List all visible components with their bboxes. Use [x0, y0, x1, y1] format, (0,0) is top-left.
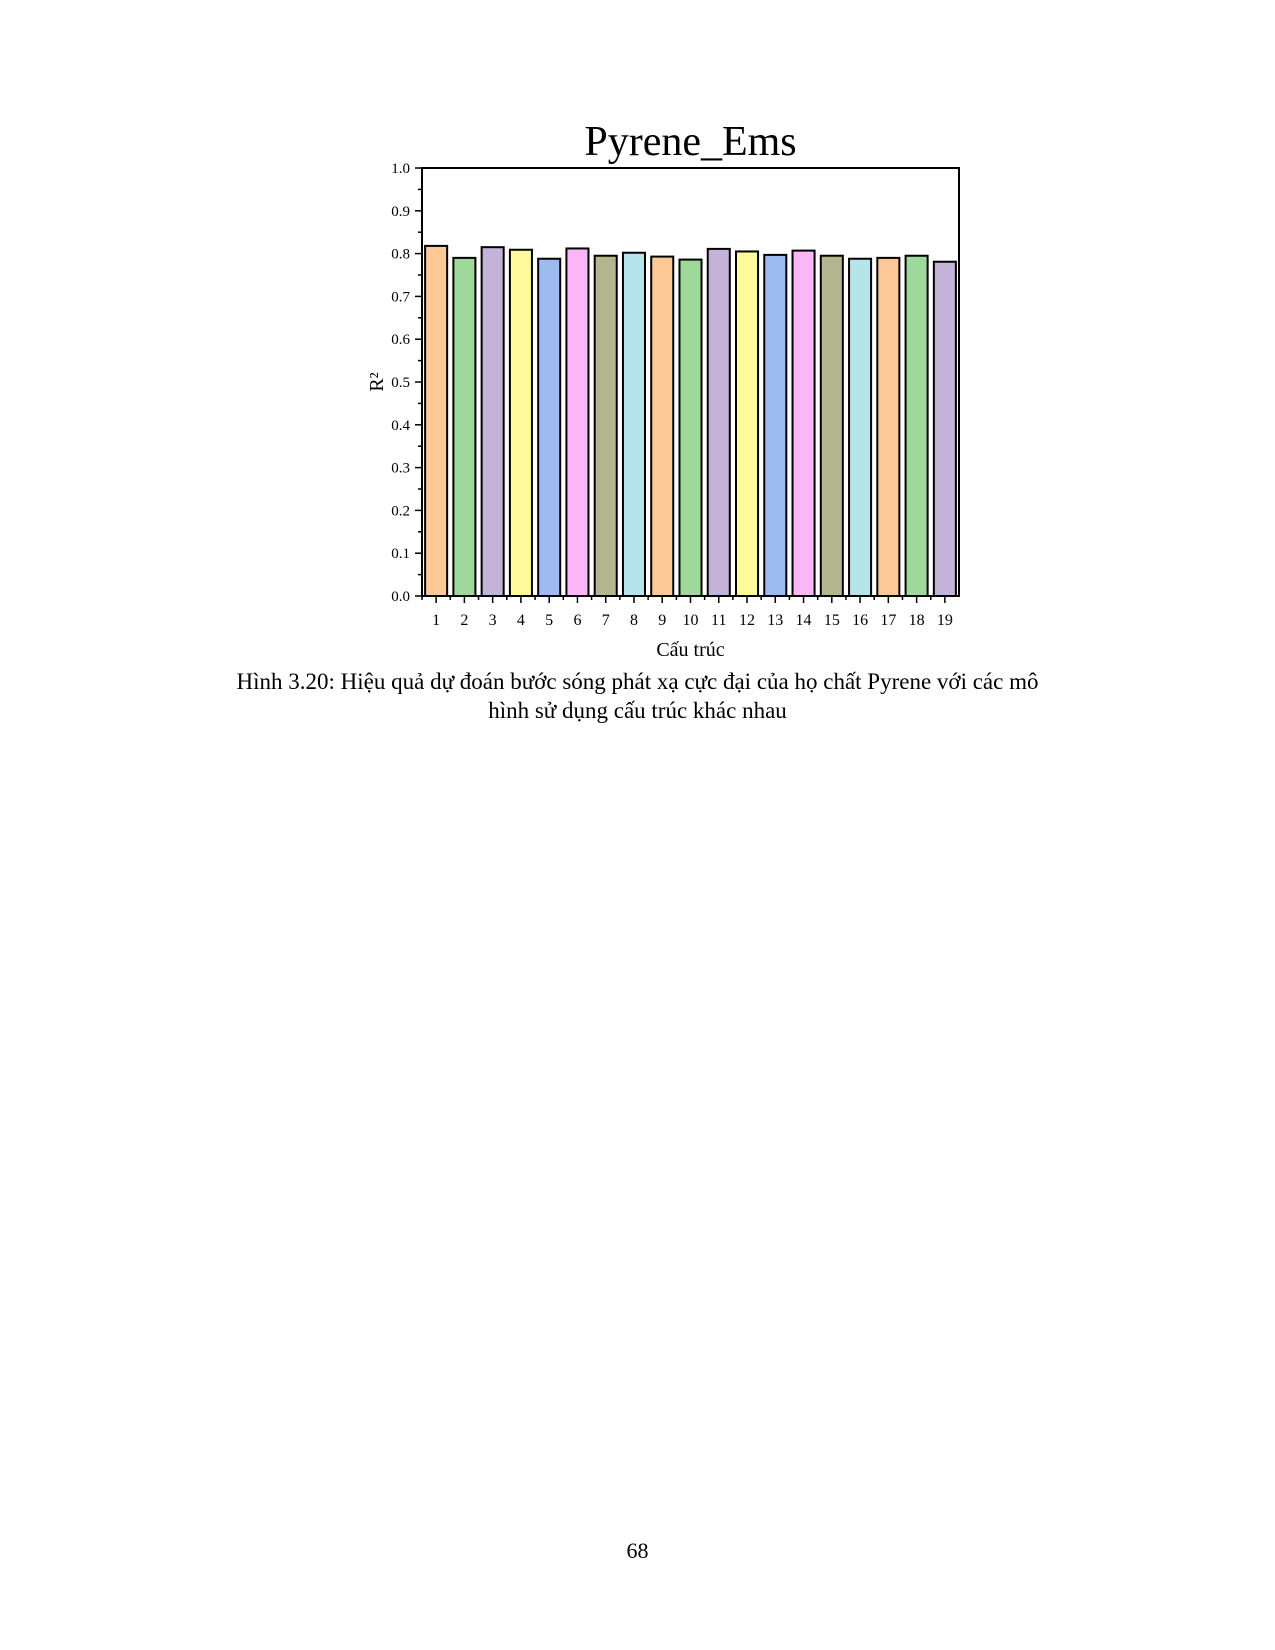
y-tick-label: 0.4	[391, 418, 410, 434]
x-tick-label: 2	[460, 612, 468, 629]
bar-13	[763, 253, 788, 597]
plot-frame	[421, 167, 960, 597]
x-tick-label: 11	[711, 612, 726, 629]
bar-15	[819, 254, 844, 598]
x-tick-label: 6	[573, 612, 581, 629]
bar-7	[593, 254, 618, 598]
bar-14	[791, 249, 816, 597]
y-tick-label: 1.0	[391, 161, 410, 177]
x-tick-label: 1	[432, 612, 440, 629]
bar-2	[452, 256, 477, 597]
x-tick-label: 19	[937, 612, 953, 629]
y-tick-label: 0.0	[391, 589, 410, 605]
x-tick-label: 18	[909, 612, 925, 629]
x-tick-label: 8	[630, 612, 638, 629]
bar-chart: 1 2 3 4 5 6 7 8 9 10 11 12 13 14 15 16 17 18 190.00.10.20.…	[366, 119, 960, 661]
bar-18	[904, 254, 929, 598]
bar-19	[932, 260, 957, 597]
x-tick-label: 13	[767, 612, 783, 629]
bar-17	[876, 256, 901, 597]
y-tick-label: 0.6	[391, 332, 410, 348]
figure-caption: Hình 3.20: Hiệu quả dự đoán bước sóng ph…	[180, 667, 1095, 725]
bar-4	[508, 248, 533, 598]
bar-9	[650, 255, 675, 597]
bar-12	[735, 250, 760, 598]
bar-3	[480, 246, 505, 597]
bar-5	[537, 257, 562, 597]
x-tick-label: 15	[824, 612, 840, 629]
x-tick-label: 10	[683, 612, 699, 629]
bar-16	[848, 257, 873, 597]
y-tick-label: 0.7	[391, 289, 410, 305]
x-tick-label: 12	[739, 612, 755, 629]
bar-6	[565, 247, 590, 598]
x-tick-label: 16	[852, 612, 868, 629]
bar-1	[424, 244, 449, 597]
y-tick-label: 0.5	[391, 375, 410, 391]
y-tick-label: 0.8	[391, 247, 410, 263]
y-tick-label: 0.9	[391, 204, 410, 220]
x-tick-label: 5	[545, 612, 553, 629]
caption-line-2: hình sử dụng cấu trúc khác nhau	[488, 698, 787, 723]
bar-8	[621, 251, 646, 598]
x-tick-label: 4	[517, 612, 525, 629]
y-tick-label: 0.1	[391, 546, 410, 562]
bar-11	[706, 247, 731, 597]
y-tick-label: 0.3	[391, 461, 410, 477]
bar-10	[678, 258, 703, 597]
caption-line-1: Hình 3.20: Hiệu quả dự đoán bước sóng ph…	[236, 669, 1039, 694]
x-axis-label: Cấu trúc	[656, 639, 724, 661]
x-tick-label: 9	[658, 612, 666, 629]
x-tick-label: 7	[602, 612, 610, 629]
x-tick-label: 14	[796, 612, 812, 629]
y-tick-label: 0.2	[391, 503, 410, 519]
page-number: 68	[626, 1538, 649, 1563]
y-axis-label: R²	[366, 372, 388, 391]
x-tick-label: 3	[489, 612, 497, 629]
x-tick-label: 17	[880, 612, 896, 629]
chart-title: Pyrene_Ems	[584, 119, 796, 165]
